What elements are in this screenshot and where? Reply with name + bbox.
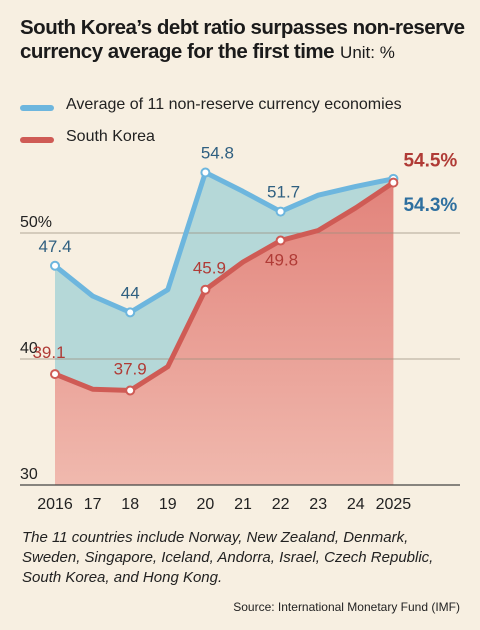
marker-average-22 [275,206,286,217]
unit-label: Unit: % [340,43,395,62]
legend-label-average: Average of 11 non-reserve currency econo… [66,96,402,113]
marker-average-18 [125,307,136,318]
footnote: The 11 countries include Norway, New Zea… [22,529,434,586]
x-tick-label-22: 22 [272,496,290,513]
x-tick-label-20: 20 [197,496,215,513]
marker-korea-22 [275,235,286,246]
data-label-korea-2016: 39.1 [32,343,65,362]
data-label-average-22: 51.7 [267,183,300,202]
y-tick-label-30: 30 [20,466,38,483]
legend-swatch-korea [20,137,54,143]
data-label-average-2025: 54.3% [403,195,457,216]
series-line-average [52,170,396,315]
legend: Average of 11 non-reserve currency econo… [20,92,460,156]
x-tick-label-21: 21 [234,496,252,513]
x-tick-label-23: 23 [309,496,327,513]
x-tick-label-17: 17 [84,496,102,513]
x-tick-label-24: 24 [347,496,365,513]
marker-korea-18 [125,385,136,396]
data-label-korea-22: 49.8 [265,251,298,270]
marker-average-2016 [50,260,60,271]
legend-item-average: Average of 11 non-reserve currency econo… [20,92,460,124]
marker-korea-2016 [50,369,60,380]
y-tick-label-40: 40 [20,340,38,357]
marker-korea-2025 [388,177,399,188]
data-label-korea-20: 45.9 [193,259,226,278]
legend-label-korea: South Korea [66,128,155,145]
data-label-korea-18: 37.9 [114,360,147,379]
y-tick-label-50: 50% [20,214,52,231]
data-label-average-18: 44 [121,283,140,302]
series-line-korea [52,180,396,393]
x-tick-label-18: 18 [121,496,139,513]
data-label-average-2016: 47.4 [38,237,71,256]
chart-title-text: South Korea’s debt ratio surpasses non-r… [20,16,465,63]
korea-area [55,182,394,485]
x-tick-label-19: 19 [159,496,177,513]
chart-title: South Korea’s debt ratio surpasses non-r… [20,16,470,65]
x-tick-label-2025: 2025 [376,496,412,513]
x-tick-label-2016: 2016 [37,496,73,513]
legend-item-korea: South Korea [20,124,460,156]
gap-area [55,172,394,391]
data-label-korea-2025: 54.5% [403,151,457,172]
data-label-average-20: 54.8 [201,144,234,163]
source-note: Source: International Monetary Fund (IMF… [233,600,460,614]
marker-average-20 [200,167,211,178]
legend-swatch-average [20,105,54,111]
marker-korea-20 [200,284,211,295]
